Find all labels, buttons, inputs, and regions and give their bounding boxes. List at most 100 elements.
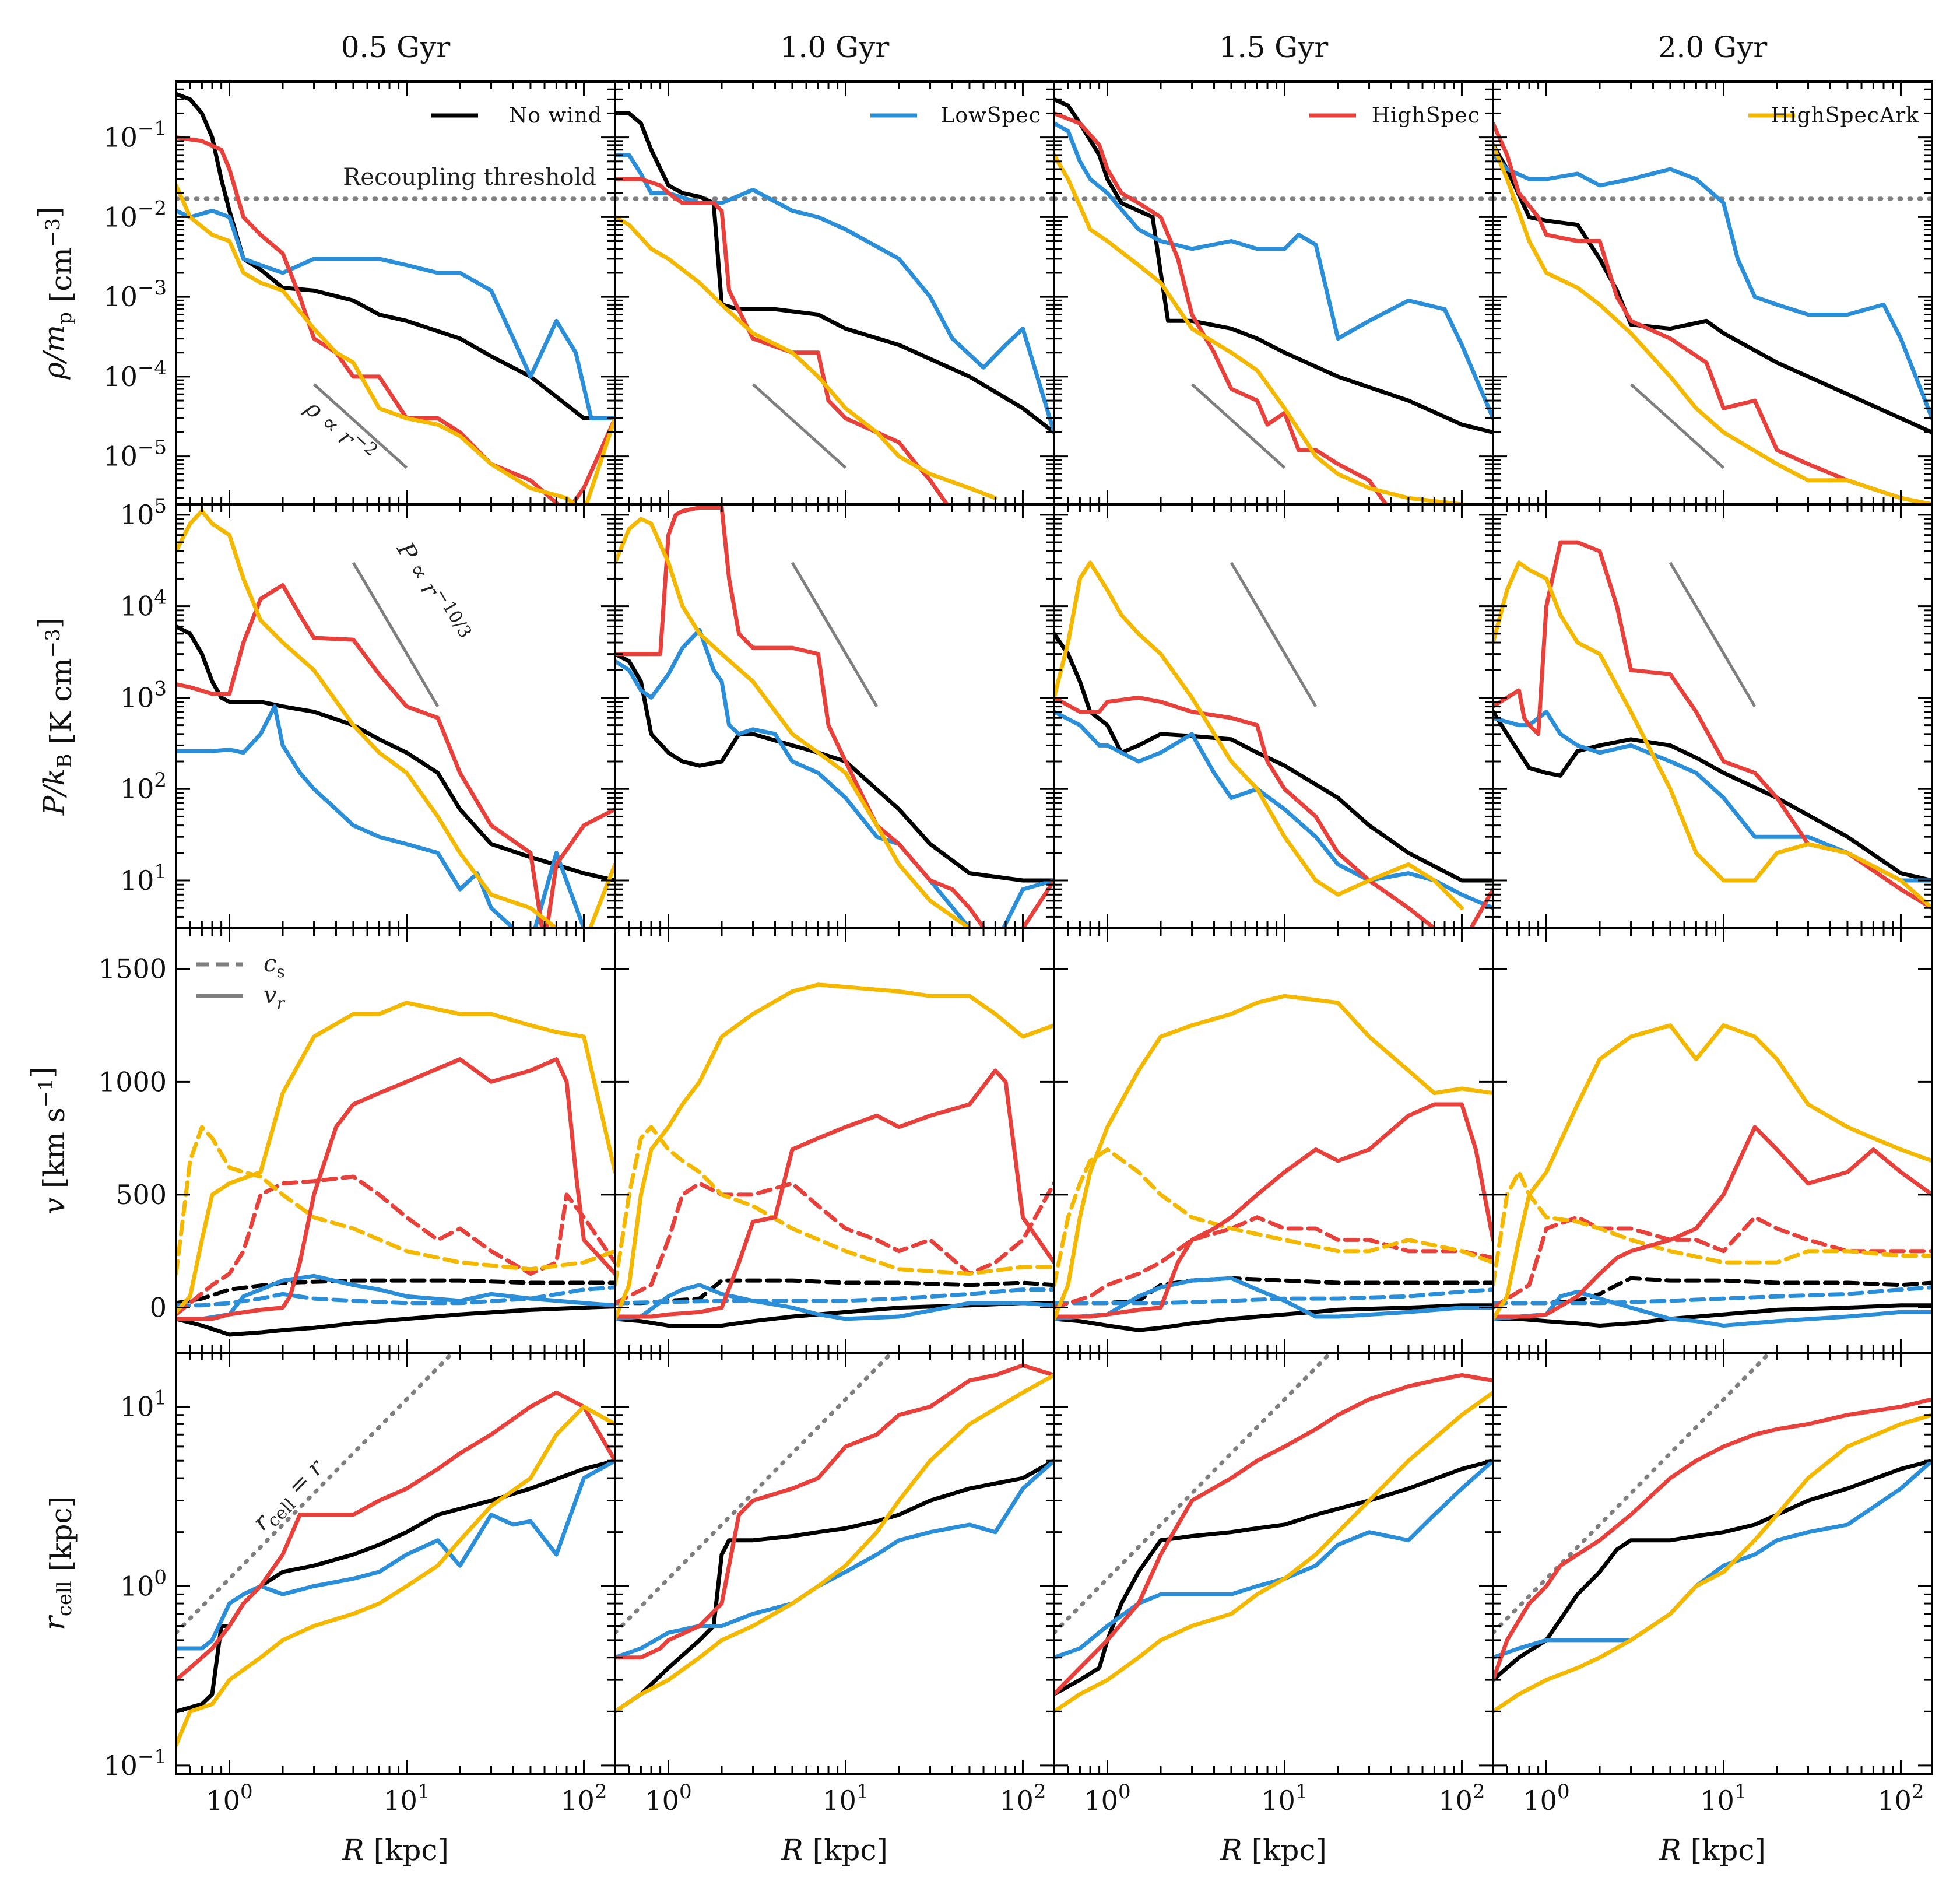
panel-rho-2: 1.5 Gyr HighSpec xyxy=(1053,30,1494,506)
column-title: 1.5 Gyr xyxy=(1219,30,1329,64)
series-lowspec xyxy=(1054,1276,1493,1321)
panel-frame xyxy=(614,503,1055,929)
series-highspec xyxy=(176,1390,615,1682)
series-lowspec xyxy=(176,1273,615,1321)
panel-P-2 xyxy=(1053,503,1494,929)
x-axis-label: R [kpc] xyxy=(1659,1833,1766,1867)
series-lowspec xyxy=(1493,1458,1932,1660)
series-no-wind xyxy=(1493,710,1932,883)
y-tick-label: 10−3 xyxy=(103,276,167,313)
legend-label-vr: vr xyxy=(264,982,286,1013)
series-no-wind xyxy=(1493,1303,1932,1328)
series-no-wind-cs xyxy=(176,1278,615,1306)
series-lowspec xyxy=(1054,710,1493,910)
panel-frame xyxy=(1053,80,1494,506)
column-title: 1.0 Gyr xyxy=(780,30,890,64)
series-highspecark xyxy=(1054,153,1471,504)
y-tick-label: 1000 xyxy=(99,1066,167,1097)
series-highspec xyxy=(1493,1125,1932,1319)
series-highspecark xyxy=(1493,1413,1932,1714)
series-highspecark xyxy=(615,215,997,500)
slope-reference-line xyxy=(312,383,408,469)
series-lowspec xyxy=(176,704,589,928)
x-tick-label: 101 xyxy=(383,1780,430,1816)
legend-label-highspec: HighSpec xyxy=(1372,104,1480,128)
panel-frame xyxy=(614,80,1055,506)
x-axis-label: R [kpc] xyxy=(781,1833,888,1867)
panel-rho-0: 0.5 Gyr No wind Recoupling threshold ρ ∝ r−… xyxy=(175,30,616,506)
legend-label-no-wind: No wind xyxy=(509,104,602,128)
y-tick-label: 103 xyxy=(120,677,167,713)
panel-rcell-1: R [kpc] xyxy=(614,1352,1055,1867)
y-tick-label: 101 xyxy=(120,860,167,896)
panel-rcell-3: R [kpc] xyxy=(1492,1352,1933,1867)
series-highspec-cs xyxy=(176,1174,615,1317)
panel-rho-1: 1.0 Gyr LowSpec xyxy=(614,30,1055,506)
panel-rho-3: 2.0 Gyr HighSpecArk xyxy=(1492,30,1933,506)
y-axis-label-rho: ρ/mp [cm−3] xyxy=(33,207,78,380)
series-highspecark xyxy=(1493,1023,1932,1321)
series-highspecark xyxy=(615,1373,1054,1714)
panel-frame xyxy=(1492,1352,1933,1775)
series-lowspec xyxy=(615,627,1054,928)
panel-frame xyxy=(1053,1352,1494,1775)
panel-P-1 xyxy=(614,503,1055,929)
series-lowspec xyxy=(615,153,1054,434)
series-lowspec xyxy=(615,1458,1054,1660)
x-tick-label: 102 xyxy=(560,1780,607,1816)
slope-reference-line xyxy=(1190,383,1286,469)
series-no-wind xyxy=(615,1458,1054,1714)
x-tick-label: 100 xyxy=(1084,1780,1130,1816)
series-highspec xyxy=(176,583,615,928)
series-highspec xyxy=(1054,1373,1493,1696)
series-lowspec xyxy=(1493,710,1932,883)
x-tick-label: 102 xyxy=(1877,1780,1924,1816)
x-tick-label: 101 xyxy=(1261,1780,1308,1816)
series-highspec xyxy=(615,177,950,504)
y-tick-label: 1500 xyxy=(99,953,167,985)
series-highspec xyxy=(1054,1102,1493,1319)
series-highspecark xyxy=(1054,1390,1493,1714)
slope-reference-label: P ∝ r−10/3 xyxy=(391,535,476,647)
series-no-wind xyxy=(1493,143,1932,434)
series-highspecark-cs xyxy=(176,1125,615,1276)
series-highspecark xyxy=(615,517,974,928)
rcell-equals-r-line xyxy=(1493,1353,1773,1635)
series-no-wind xyxy=(1054,631,1493,883)
panel-frame xyxy=(1492,80,1933,506)
slope-reference-line xyxy=(1629,383,1725,469)
y-tick-label: 100 xyxy=(120,1566,167,1602)
rcell-equals-r-line xyxy=(1054,1353,1334,1635)
panel-v-2 xyxy=(1053,927,1494,1354)
series-highspec xyxy=(615,1363,1054,1660)
series-highspec xyxy=(176,135,615,504)
series-highspec xyxy=(1054,695,1493,928)
y-axis-label-rcell: rcell [kpc] xyxy=(37,1496,78,1630)
legend-label-lowspec: LowSpec xyxy=(940,104,1041,128)
series-highspec-cs xyxy=(1493,1215,1932,1310)
slope-reference-line xyxy=(1230,562,1318,707)
x-tick-label: 100 xyxy=(1523,1780,1569,1816)
legend-label-cs: cs xyxy=(264,950,285,981)
y-tick-label: 10−4 xyxy=(103,356,167,392)
series-no-wind xyxy=(1054,1303,1493,1332)
y-tick-label: 105 xyxy=(120,494,167,531)
y-tick-label: 10−5 xyxy=(103,436,167,472)
y-tick-label: 104 xyxy=(120,586,167,622)
series-highspecark-cs xyxy=(615,1125,1054,1287)
series-highspec xyxy=(1493,121,1932,504)
slope-reference-line xyxy=(791,562,879,707)
series-highspec xyxy=(615,1068,1054,1319)
x-tick-label: 101 xyxy=(822,1780,869,1816)
series-lowspec-cs xyxy=(615,1287,1054,1306)
series-highspecark xyxy=(176,1001,615,1314)
series-highspecark xyxy=(1493,143,1932,504)
series-no-wind xyxy=(176,624,615,883)
series-highspec xyxy=(1054,111,1389,504)
column-title: 2.0 Gyr xyxy=(1658,30,1768,64)
series-no-wind xyxy=(1054,1458,1493,1696)
series-highspec xyxy=(176,1057,615,1321)
series-highspecark xyxy=(176,183,615,504)
y-tick-label: 0 xyxy=(150,1292,167,1324)
y-tick-label: 10−2 xyxy=(103,196,167,233)
